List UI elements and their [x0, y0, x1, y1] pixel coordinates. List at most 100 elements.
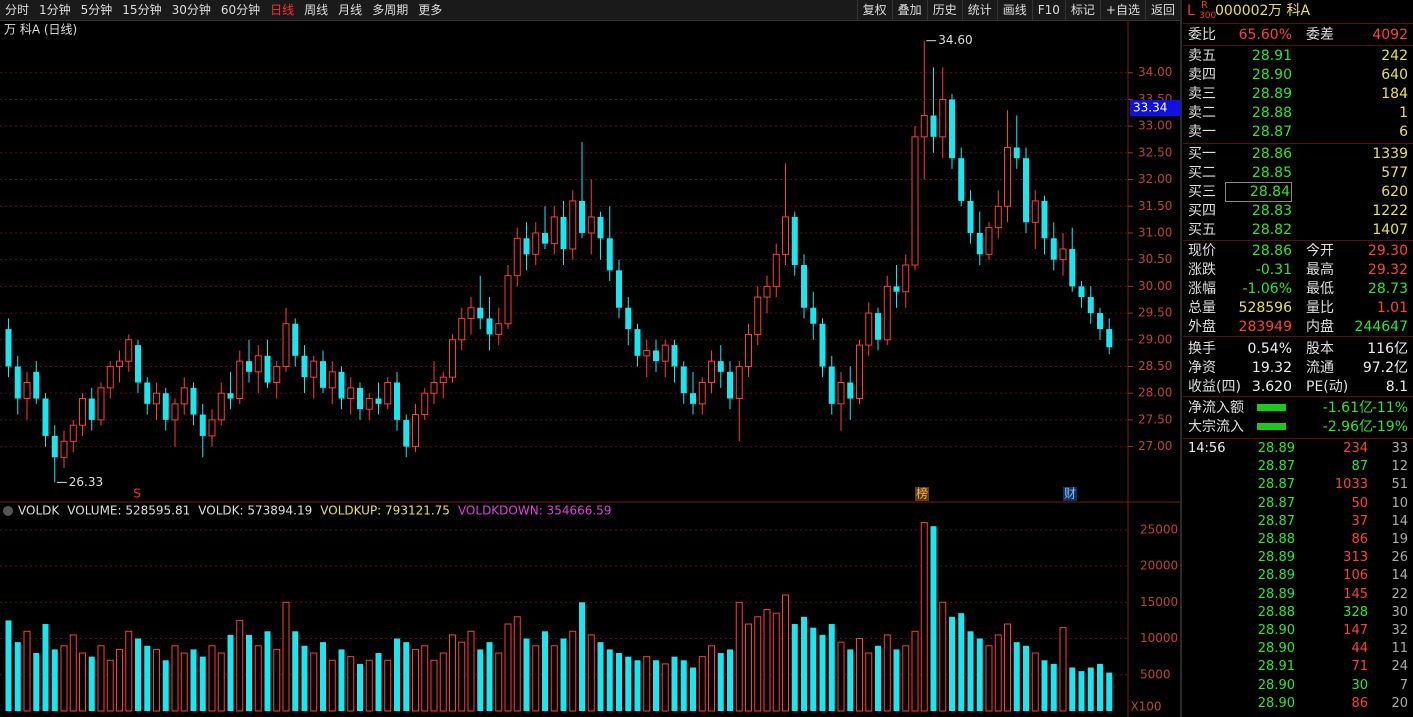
candle-body	[597, 216, 604, 239]
volume-bar	[486, 642, 493, 711]
volume-bar	[819, 634, 826, 711]
toolbar-button[interactable]: 30分钟	[171, 3, 211, 17]
candle-body	[883, 285, 891, 341]
volume-bar	[144, 645, 151, 711]
volume-bar	[671, 656, 678, 711]
toolbar-button[interactable]: 统计	[961, 0, 997, 20]
toolbar-button[interactable]: 复权	[856, 0, 892, 20]
volume-bar	[42, 624, 49, 711]
stat-value: 116亿	[1367, 341, 1408, 357]
candle-body	[754, 296, 762, 335]
stat-label: 现价	[1188, 243, 1216, 259]
candle-body	[625, 307, 632, 330]
candle-body	[421, 392, 429, 416]
volume-bar	[847, 649, 854, 711]
tick-volume: 87	[1351, 459, 1368, 475]
toolbar-button[interactable]: 返回	[1144, 0, 1180, 20]
toolbar-button[interactable]: 5分钟	[80, 3, 113, 17]
toolbar-button[interactable]: 日线	[270, 3, 295, 17]
volume-bar	[1023, 645, 1029, 711]
volume-bar	[254, 645, 262, 712]
volume-bar	[1106, 672, 1113, 711]
candle-body	[550, 216, 558, 245]
volume-bar	[33, 653, 40, 711]
toolbar-button[interactable]: +自选	[1099, 0, 1145, 20]
book-price: 28.87	[1251, 124, 1292, 140]
candle-body	[708, 360, 715, 384]
candle-body	[227, 393, 234, 399]
book-volume: 577	[1381, 165, 1408, 181]
toolbar-button[interactable]: 历史	[926, 0, 962, 20]
toolbar-button[interactable]: F10	[1031, 0, 1065, 20]
toolbar-button[interactable]: 标记	[1064, 0, 1100, 20]
candle-body	[171, 403, 179, 421]
tick-volume: 30	[1351, 677, 1368, 693]
stat-value: 1.01	[1376, 300, 1408, 316]
toolbar-button[interactable]: 1分钟	[39, 3, 71, 17]
volume-bar	[403, 642, 410, 711]
volume-bar	[357, 663, 363, 711]
candle-body	[1013, 147, 1020, 159]
volume-bar	[88, 656, 95, 711]
toolbar-button[interactable]: 周线	[304, 3, 329, 17]
toolbar-button[interactable]: 叠加	[891, 0, 927, 20]
book-label: 买四	[1188, 203, 1216, 219]
candle-body	[328, 371, 336, 389]
tick-volume: 37	[1351, 513, 1368, 529]
toolbar-button[interactable]: 多周期	[372, 3, 409, 17]
candle-body	[643, 349, 651, 357]
volume-bar	[782, 594, 789, 712]
volume-bar	[680, 660, 687, 711]
book-volume: 6	[1399, 124, 1408, 140]
market-tag: R	[1201, 0, 1208, 11]
tick-price: 28.89	[1257, 568, 1295, 584]
toolbar-button[interactable]: 60分钟	[220, 3, 261, 17]
toolbar-button[interactable]: 画线	[996, 0, 1032, 20]
tick-count: 20	[1391, 695, 1408, 711]
candle-body	[477, 307, 484, 319]
candle-body	[727, 371, 733, 399]
volume-bar	[597, 642, 604, 711]
candle-body	[513, 237, 521, 277]
toolbar-button[interactable]: 15分钟	[122, 3, 162, 17]
toolbar: 分时 1分钟 5分钟 15分钟 30分钟 60分钟 日线 周线 月线 多周期 更多 复权 叠加 历史 统计画…	[0, 0, 1180, 21]
candle-body	[680, 366, 687, 394]
book-label: 买五	[1188, 222, 1216, 238]
candle-body	[338, 371, 345, 399]
volume-bar	[754, 616, 762, 712]
candle-body	[88, 398, 95, 420]
indicator-label: VOLDKUP: 793121.75	[320, 504, 450, 518]
candle-body	[1097, 313, 1103, 330]
candle-body	[79, 398, 86, 426]
volume-bar	[180, 652, 188, 712]
tick-count: 14	[1391, 513, 1408, 529]
event-badge	[915, 487, 929, 501]
candle-body	[162, 393, 169, 420]
volume-bar	[513, 616, 521, 712]
candle-body	[180, 387, 188, 405]
chart-title: 万 科A (日线)	[4, 23, 77, 37]
volume-bar	[116, 648, 123, 712]
tick-volume: 106	[1343, 568, 1368, 584]
volume-bar	[1041, 660, 1048, 711]
stock-name: 万 科A	[1268, 3, 1311, 19]
book-volume: 1339	[1372, 146, 1408, 162]
tick-price: 28.87	[1257, 495, 1295, 511]
volume-bar	[856, 638, 863, 712]
volume-bar	[79, 652, 86, 712]
volume-bar	[994, 634, 1002, 712]
toolbar-button[interactable]: 更多	[418, 3, 443, 17]
tick-price: 28.88	[1257, 604, 1295, 620]
volume-bar	[477, 649, 484, 711]
toolbar-button[interactable]: 月线	[338, 3, 363, 17]
separator	[1183, 240, 1413, 241]
candle-body	[985, 227, 993, 255]
stat-label: 净资	[1188, 360, 1216, 376]
book-volume: 1222	[1372, 203, 1408, 219]
volume-bar	[727, 649, 733, 711]
y-tick-label: 30.00	[1138, 279, 1172, 293]
volume-bar	[264, 631, 271, 711]
toolbar-button[interactable]: 分时	[5, 3, 30, 17]
volume-bar	[902, 645, 910, 712]
stat-label: 总量	[1188, 300, 1216, 316]
